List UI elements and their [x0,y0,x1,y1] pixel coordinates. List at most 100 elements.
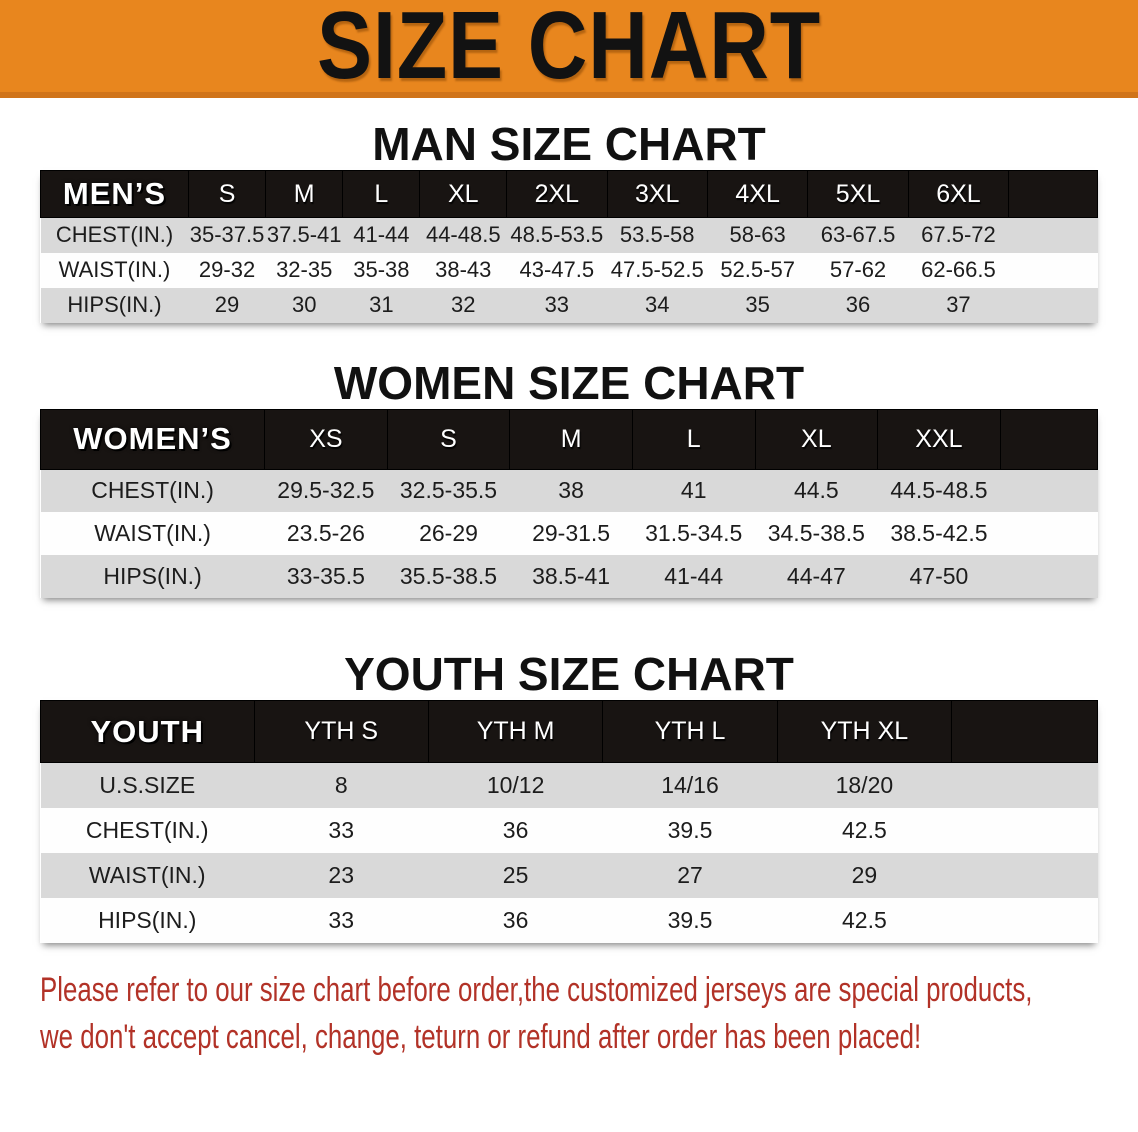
filler-cell [951,762,1098,808]
filler-cell [1008,287,1098,323]
size-value-cell: 10/12 [428,762,603,808]
filler-cell [951,807,1098,853]
size-value-cell: 42.5 [777,807,952,853]
size-value-cell: 39.5 [602,897,778,943]
size-value-cell: 53.5-58 [607,217,708,253]
size-value-cell: 35-37.5 [188,217,266,253]
size-value-cell: 23 [254,852,429,898]
women-header-row: WOMEN’S XS S M L XL XXL [39,408,1099,470]
disclaimer-line-1: Please refer to our size chart before or… [40,970,1033,1009]
men-chest-row: CHEST(IN.) 35-37.5 37.5-41 41-44 44-48.5… [40,217,1098,253]
filler-header-cell [999,408,1099,470]
women-hips-row: HIPS(IN.) 33-35.5 35.5-38.5 38.5-41 41-4… [40,555,1098,598]
size-value-cell: 58-63 [707,217,808,253]
size-value-cell: 44.5 [755,469,878,512]
row-label: HIPS(IN.) [40,897,255,943]
size-value-cell: 27 [602,852,778,898]
size-value-cell: 37.5-41 [265,217,343,253]
youth-size-table: YOUTH YTH S YTH M YTH L YTH XL U.S.SIZE … [40,700,1098,943]
filler-header-cell [951,700,1098,763]
size-header-cell: S [187,170,267,218]
size-value-cell: 25 [428,852,603,898]
youth-ussize-row: U.S.SIZE 8 10/12 14/16 18/20 [40,762,1098,808]
size-value-cell: 31 [342,287,420,323]
size-value-cell: 47.5-52.5 [607,252,708,288]
size-value-cell: 38.5-42.5 [877,512,1001,555]
men-header-label: MEN’S [40,170,189,218]
size-value-cell: 57-62 [807,252,909,288]
banner-title: SIZE CHART [317,0,821,98]
size-value-cell: 29-32 [188,252,266,288]
size-header-cell: S [386,408,511,470]
size-value-cell: 32.5-35.5 [387,469,510,512]
filler-cell [951,852,1098,898]
size-header-cell: XL [419,170,508,218]
row-label: U.S.SIZE [40,762,255,808]
size-header-cell: L [342,170,421,218]
size-value-cell: 18/20 [777,762,952,808]
row-label: CHEST(IN.) [40,217,189,253]
filler-cell [951,897,1098,943]
size-value-cell: 67.5-72 [908,217,1009,253]
men-size-table: MEN’S S M L XL 2XL 3XL 4XL 5XL 6XL CHEST… [40,170,1098,323]
size-value-cell: 39.5 [602,807,778,853]
size-value-cell: 31.5-34.5 [632,512,756,555]
size-value-cell: 32 [419,287,507,323]
women-chest-row: CHEST(IN.) 29.5-32.5 32.5-35.5 38 41 44.… [40,469,1098,512]
size-header-cell: YTH M [427,700,604,763]
size-value-cell: 33 [506,287,608,323]
filler-cell [1000,512,1098,555]
size-value-cell: 38.5-41 [509,555,633,598]
size-value-cell: 36 [428,897,603,943]
size-header-cell: XS [264,408,388,470]
size-value-cell: 29-31.5 [509,512,633,555]
youth-hips-row: HIPS(IN.) 33 36 39.5 42.5 [40,897,1098,943]
size-value-cell: 36 [807,287,909,323]
filler-header-cell [1008,170,1098,218]
size-value-cell: 34.5-38.5 [755,512,878,555]
filler-cell [1008,252,1098,288]
size-value-cell: 33 [254,807,429,853]
size-header-cell: M [265,170,344,218]
size-value-cell: 52.5-57 [707,252,808,288]
men-header-row: MEN’S S M L XL 2XL 3XL 4XL 5XL 6XL [40,170,1098,218]
size-value-cell: 30 [265,287,343,323]
size-value-cell: 41-44 [342,217,420,253]
youth-waist-row: WAIST(IN.) 23 25 27 29 [40,852,1098,898]
size-value-cell: 38 [509,469,633,512]
row-label: WAIST(IN.) [40,852,255,898]
size-value-cell: 41 [632,469,756,512]
size-header-cell: 5XL [807,170,909,218]
size-chart-banner: SIZE CHART [0,0,1138,98]
size-value-cell: 35.5-38.5 [387,555,510,598]
size-header-cell: XXL [877,408,1001,470]
row-label: WAIST(IN.) [40,512,265,555]
size-value-cell: 41-44 [632,555,756,598]
size-value-cell: 29.5-32.5 [264,469,388,512]
men-section-heading: MAN SIZE CHART [372,118,766,170]
men-waist-row: WAIST(IN.) 29-32 32-35 35-38 38-43 43-47… [40,252,1098,288]
size-header-cell: L [631,408,756,470]
size-value-cell: 33-35.5 [264,555,388,598]
row-label: CHEST(IN.) [40,807,255,853]
size-value-cell: 23.5-26 [264,512,388,555]
women-size-table: WOMEN’S XS S M L XL XXL CHEST(IN.) 29.5-… [39,408,1099,598]
filler-cell [1000,555,1098,598]
size-value-cell: 29 [777,852,952,898]
disclaimer-line-2: we don't accept cancel, change, teturn o… [40,1017,922,1056]
size-value-cell: 33 [254,897,429,943]
women-section-heading: WOMEN SIZE CHART [333,356,805,409]
size-header-cell: YTH L [602,700,778,763]
row-label: CHEST(IN.) [40,469,265,512]
size-header-cell: M [509,408,633,470]
size-header-cell: 6XL [907,170,1010,218]
size-value-cell: 32-35 [265,252,343,288]
size-value-cell: 47-50 [877,555,1001,598]
youth-chest-row: CHEST(IN.) 33 36 39.5 42.5 [40,807,1098,853]
size-value-cell: 38-43 [419,252,507,288]
size-value-cell: 37 [908,287,1009,323]
row-label: HIPS(IN.) [40,287,189,323]
size-value-cell: 8 [254,762,429,808]
size-header-cell: 2XL [506,170,608,218]
men-hips-row: HIPS(IN.) 29 30 31 32 33 34 35 36 37 [40,287,1098,323]
